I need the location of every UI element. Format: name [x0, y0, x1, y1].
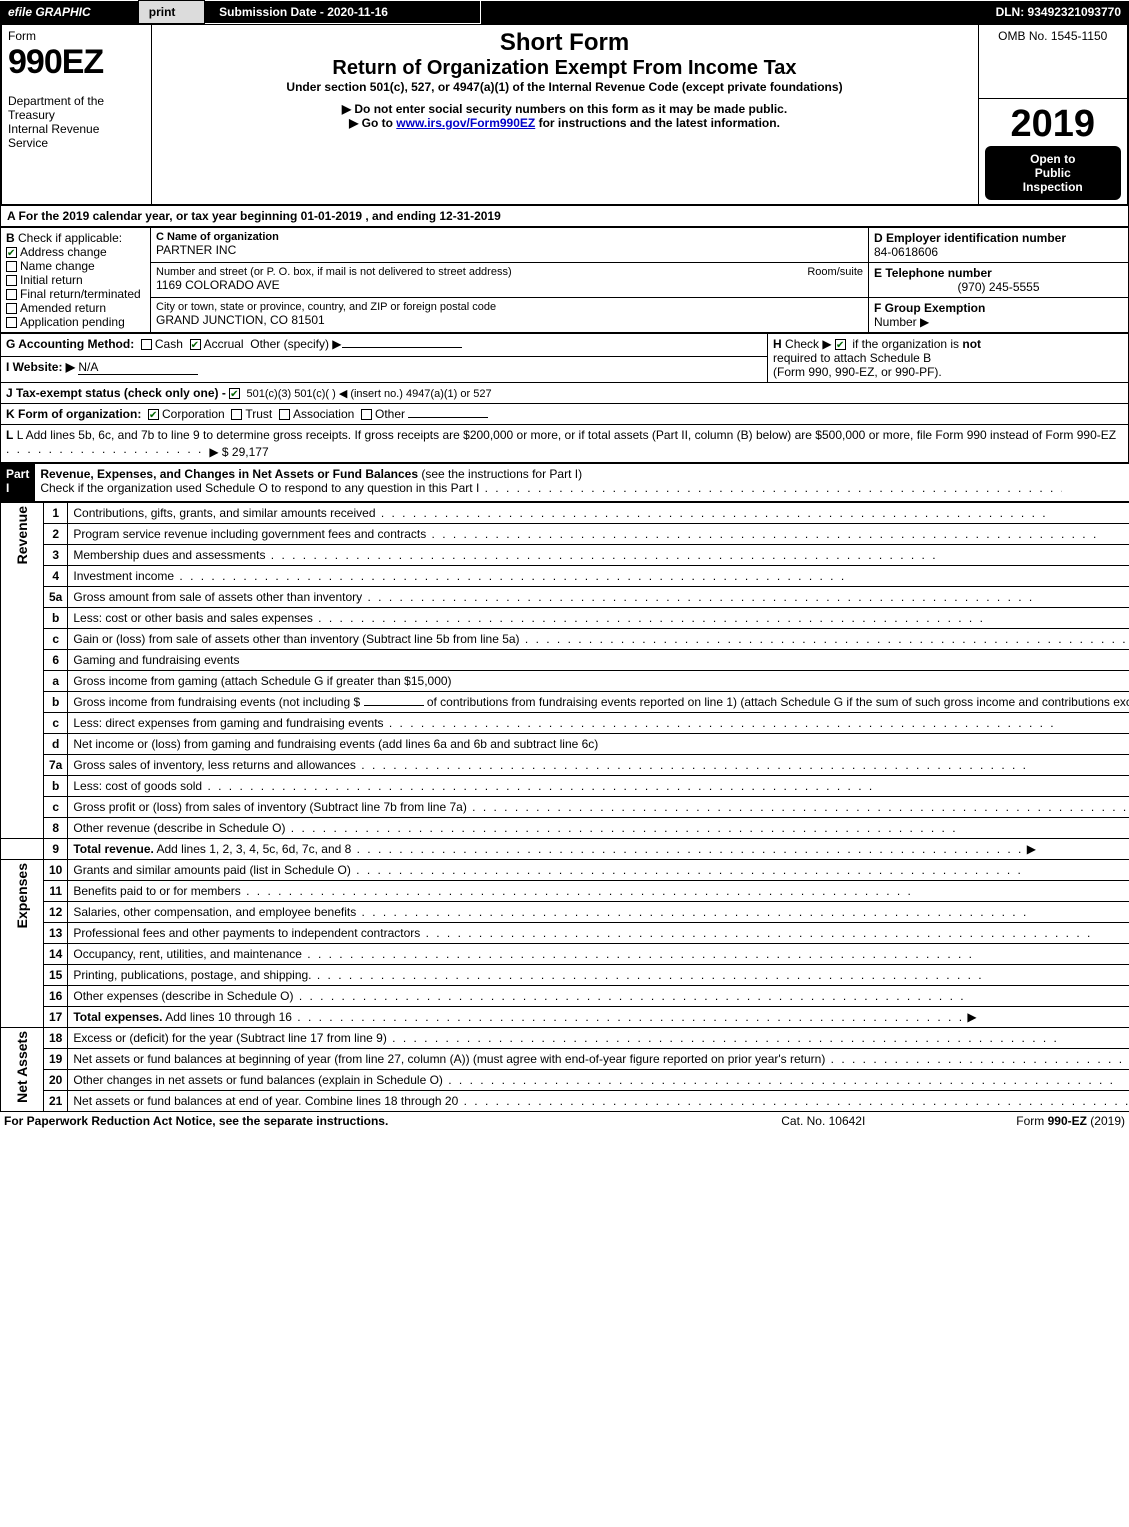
website-value: N/A: [78, 360, 198, 375]
entity-info: B Check if applicable: Address change Na…: [0, 227, 1129, 333]
checkbox-corporation[interactable]: [148, 409, 159, 420]
no-ssn-warning: Do not enter social security numbers on …: [158, 102, 972, 116]
checkbox-schedule-b-not-required[interactable]: [835, 339, 846, 350]
tax-year: 2019: [985, 103, 1122, 146]
line-1-no: 1: [44, 502, 68, 523]
checkbox-trust[interactable]: [231, 409, 242, 420]
checkbox-address-change[interactable]: [6, 247, 17, 258]
omb-number: OMB No. 1545-1150: [985, 29, 1122, 43]
irs-link[interactable]: www.irs.gov/Form990EZ: [396, 116, 535, 130]
ein-label: D Employer identification number: [874, 231, 1123, 245]
h-text1: Check ▶: [785, 337, 835, 351]
ein-value: 84-0618606: [874, 245, 1123, 259]
accounting-method-label: G Accounting Method:: [6, 337, 134, 351]
form-number: 990EZ: [8, 43, 145, 82]
top-bar: efile GRAPHIC print Submission Date - 20…: [0, 0, 1129, 24]
checkbox-501c3[interactable]: [229, 388, 240, 399]
org-name-label: C Name of organization: [156, 231, 863, 243]
form-org-label: K Form of organization:: [6, 407, 141, 421]
checkbox-application-pending[interactable]: [6, 317, 17, 328]
street-value: 1169 COLORADO AVE: [156, 278, 863, 292]
open-inspection: Open to Public Inspection: [985, 146, 1122, 200]
city-value: GRAND JUNCTION, CO 81501: [156, 313, 863, 327]
tax-period: A For the 2019 calendar year, or tax yea…: [0, 206, 1129, 227]
form-header: Form 990EZ Department of the Treasury In…: [0, 24, 1129, 206]
checkbox-cash[interactable]: [141, 339, 152, 350]
org-name: PARTNER INC: [156, 243, 863, 257]
checkbox-name-change[interactable]: [6, 261, 17, 272]
checkbox-association[interactable]: [279, 409, 290, 420]
dept-treasury: Department of the Treasury Internal Reve…: [8, 94, 145, 150]
group-exemption-number: Number ▶: [874, 315, 929, 329]
group-exemption-label: F Group Exemption: [874, 301, 985, 315]
checkbox-other-org[interactable]: [361, 409, 372, 420]
dln-label: DLN: 93492321093770: [932, 1, 1129, 24]
part-i-tag: Part I: [1, 463, 35, 501]
print-button[interactable]: print: [138, 1, 204, 24]
catalog-number: Cat. No. 10642I: [737, 1112, 910, 1130]
efile-label: efile GRAPHIC: [0, 1, 138, 24]
phone-value: (970) 245-5555: [874, 280, 1123, 294]
part-i-instr: (see the instructions for Part I): [421, 467, 582, 481]
section-expenses: Expenses: [1, 859, 44, 1027]
checkbox-accrual[interactable]: [190, 339, 201, 350]
line-1-desc: Contributions, gifts, grants, and simila…: [73, 506, 1047, 520]
main-title: Return of Organization Exempt From Incom…: [158, 57, 972, 80]
submission-date: Submission Date - 2020-11-16: [205, 1, 481, 24]
section-revenue: Revenue: [1, 502, 44, 838]
form-word: Form: [8, 29, 145, 43]
ghijkl-block: G Accounting Method: Cash Accrual Other …: [0, 333, 1129, 463]
form-reference: Form 990-EZ (2019): [910, 1112, 1129, 1130]
street-label: Number and street (or P. O. box, if mail…: [156, 266, 863, 278]
under-section: Under section 501(c), 527, or 4947(a)(1)…: [158, 80, 972, 94]
section-net-assets: Net Assets: [1, 1027, 44, 1111]
short-form-title: Short Form: [158, 29, 972, 57]
pra-notice: For Paperwork Reduction Act Notice, see …: [0, 1112, 737, 1130]
part-i-checkline: Check if the organization used Schedule …: [40, 481, 1062, 495]
website-label: I Website: ▶: [6, 360, 75, 374]
gross-receipts-amount: 29,177: [232, 445, 269, 459]
checkbox-final-return[interactable]: [6, 289, 17, 300]
part-i-title: Revenue, Expenses, and Changes in Net As…: [40, 467, 418, 481]
goto-instructions: Go to www.irs.gov/Form990EZ for instruct…: [158, 116, 972, 130]
tax-exempt-label: J Tax-exempt status (check only one) -: [6, 386, 229, 400]
check-applicable-label: Check if applicable:: [18, 231, 122, 245]
checkbox-amended[interactable]: [6, 303, 17, 314]
gross-receipts-text: L Add lines 5b, 6c, and 7b to line 9 to …: [17, 428, 1116, 442]
checkbox-initial-return[interactable]: [6, 275, 17, 286]
phone-label: E Telephone number: [874, 266, 1123, 280]
part-i-header: Part I Revenue, Expenses, and Changes in…: [0, 463, 1129, 502]
lines-table: Revenue 1 Contributions, gifts, grants, …: [0, 502, 1129, 1112]
page-footer: For Paperwork Reduction Act Notice, see …: [0, 1112, 1129, 1130]
city-label: City or town, state or province, country…: [156, 301, 863, 313]
tax-exempt-options: 501(c)(3) 501(c)( ) ◀ (insert no.) 4947(…: [247, 388, 492, 400]
